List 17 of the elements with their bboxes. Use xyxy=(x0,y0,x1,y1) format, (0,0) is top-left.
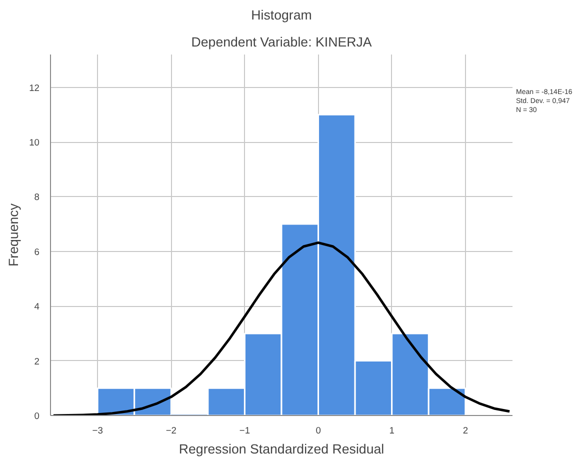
y-tick-label: 0 xyxy=(34,411,40,421)
y-tick-label: 8 xyxy=(34,192,40,202)
x-tick-label: −2 xyxy=(166,426,176,436)
y-tick-label: 2 xyxy=(34,356,40,366)
x-tick-label: 1 xyxy=(389,426,394,436)
x-axis-title: Regression Standardized Residual xyxy=(178,442,384,456)
y-tick-label: 10 xyxy=(29,138,40,148)
y-tick-label: 4 xyxy=(34,302,40,312)
chart-title: Histogram xyxy=(251,8,312,22)
x-tick-label: 0 xyxy=(316,426,321,436)
x-tick-label: −3 xyxy=(92,426,103,436)
y-axis-title: Frequency xyxy=(6,203,22,266)
x-tick-label: −1 xyxy=(239,426,250,436)
chart-subtitle: Dependent Variable: KINERJA xyxy=(191,34,372,50)
y-tick-label: 12 xyxy=(29,82,40,93)
y-tick-label: 6 xyxy=(34,246,40,257)
x-tick-label: 2 xyxy=(462,426,468,436)
